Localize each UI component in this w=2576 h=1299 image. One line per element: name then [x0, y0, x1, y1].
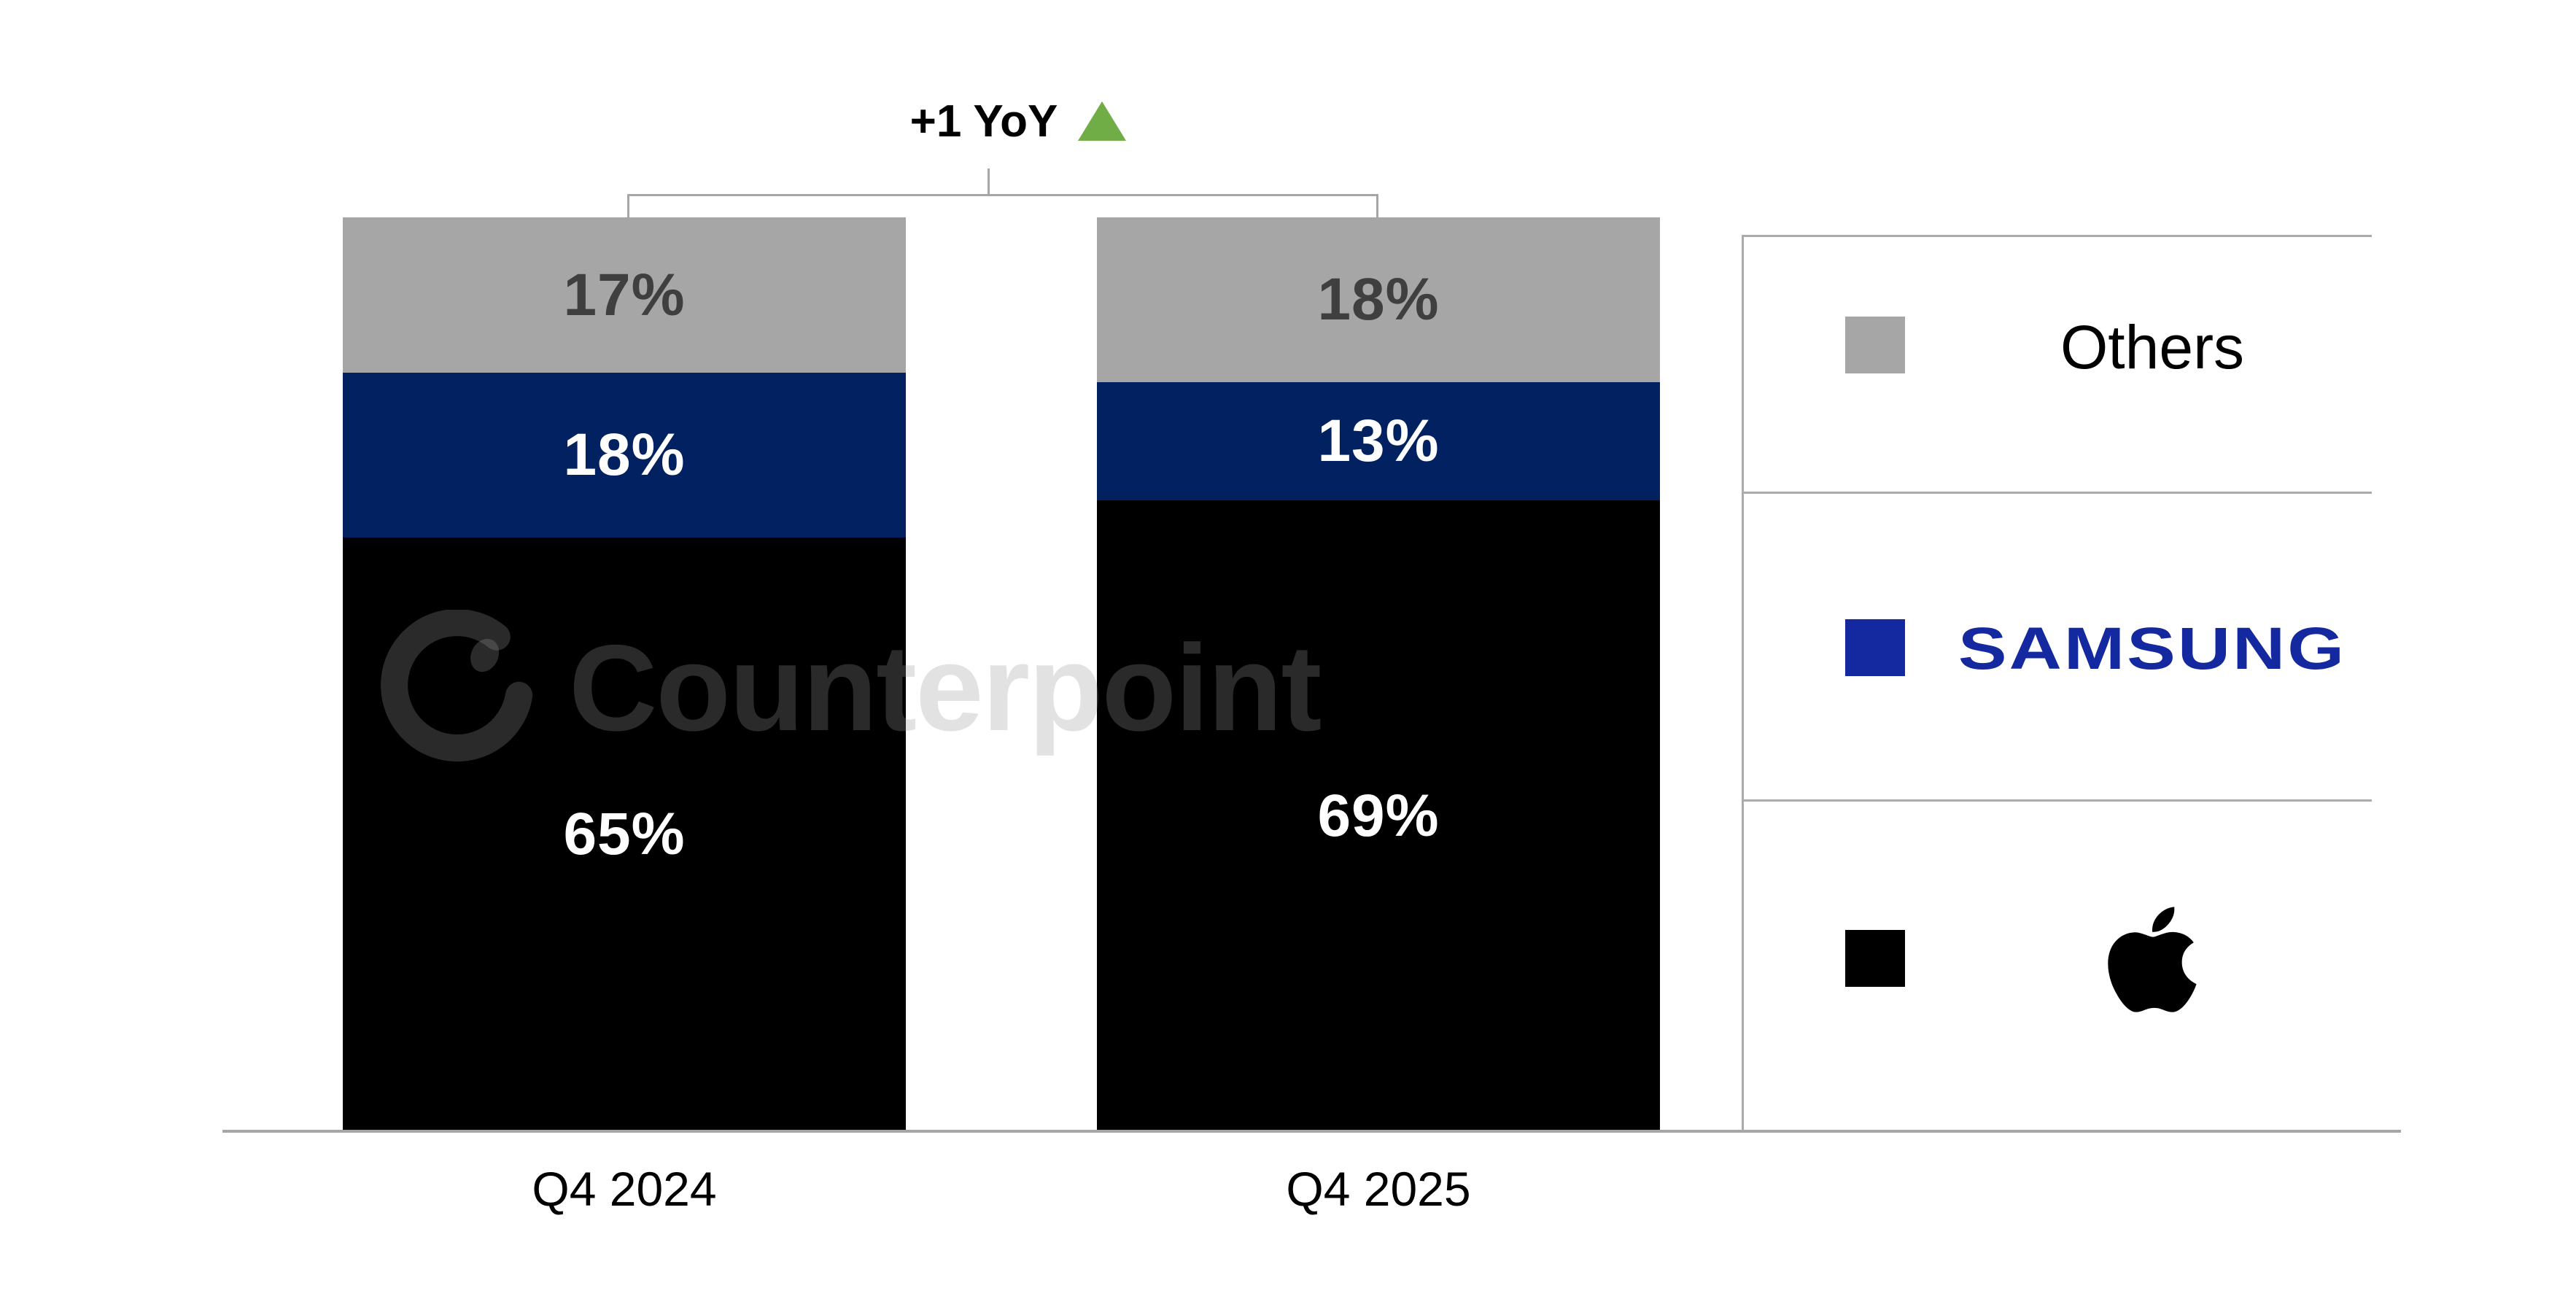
legend-border-left — [1742, 235, 1744, 1131]
bar-segment-others-q4-2024: 17% — [343, 217, 906, 373]
bracket-horizontal-line — [627, 194, 1378, 196]
bar-segment-others-q4-2025: 18% — [1097, 217, 1660, 382]
legend-swatch-samsung — [1845, 619, 1905, 676]
bar-segment-value-label: 13% — [1317, 407, 1440, 474]
bar-segment-samsung-q4-2024: 18% — [343, 373, 906, 538]
stacked-bar-q4-2024: 17% 18% 65% — [343, 217, 906, 1131]
yoy-annotation: +1 YoY — [763, 95, 1273, 147]
bar-segment-apple-q4-2024: 65% — [343, 537, 906, 1131]
bar-segment-value-label: 18% — [1317, 265, 1440, 333]
bar-segment-value-label: 17% — [563, 261, 686, 328]
legend-swatch-others — [1845, 317, 1905, 373]
legend-label-others: Others — [2060, 312, 2245, 381]
x-axis-label-q4-2025: Q4 2025 — [1286, 1162, 1471, 1216]
samsung-wordmark: SAMSUNG — [1958, 614, 2347, 682]
yoy-annotation-text: +1 YoY — [909, 96, 1058, 147]
bracket-right-tick — [1376, 194, 1378, 218]
bar-segment-value-label: 65% — [563, 800, 686, 867]
legend-label-apple — [1933, 899, 2372, 1020]
stacked-bar-q4-2025: 18% 13% 69% — [1097, 217, 1660, 1131]
bar-segment-value-label: 18% — [563, 421, 686, 488]
apple-logo-icon — [2108, 907, 2197, 1012]
legend-border-top — [1742, 235, 2372, 237]
legend-row-separator-2 — [1742, 799, 2372, 802]
bar-segment-value-label: 69% — [1317, 782, 1440, 849]
x-axis-line — [222, 1130, 2401, 1133]
yoy-up-triangle-icon — [1078, 101, 1127, 141]
bracket-left-tick — [627, 194, 629, 218]
bar-segment-apple-q4-2025: 69% — [1097, 500, 1660, 1131]
bar-segment-samsung-q4-2025: 13% — [1097, 381, 1660, 501]
legend-row-separator-1 — [1742, 492, 2372, 494]
bracket-center-stub — [988, 168, 990, 194]
legend-swatch-apple — [1845, 930, 1905, 987]
x-axis-label-q4-2024: Q4 2024 — [532, 1162, 717, 1216]
